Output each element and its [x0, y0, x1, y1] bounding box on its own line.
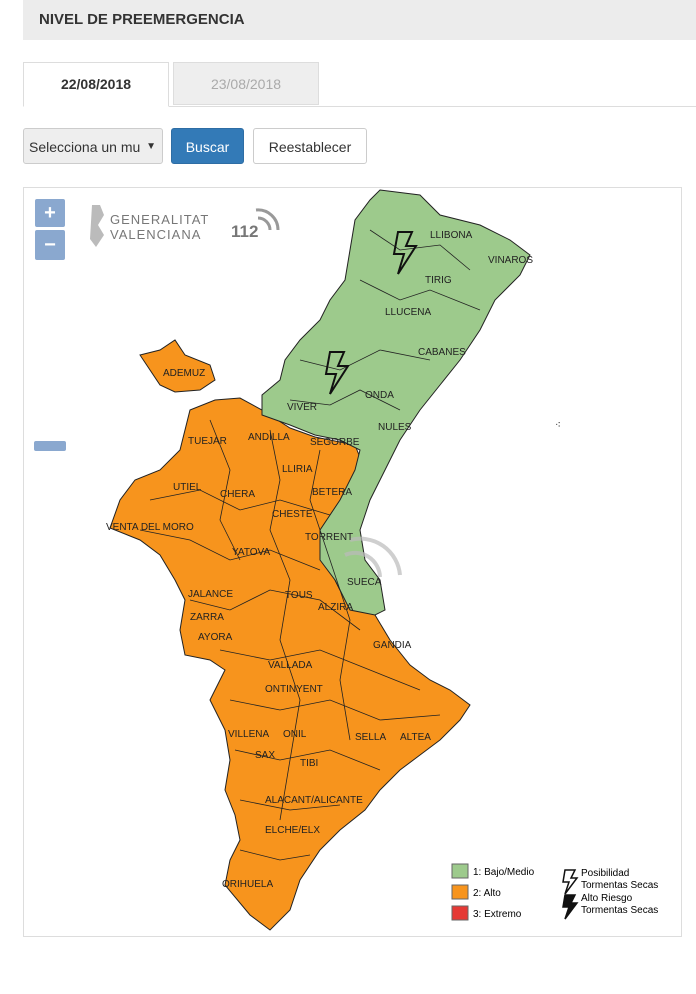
- place-label: NULES: [378, 422, 412, 433]
- legend-label: Alto Riesgo: [581, 893, 633, 904]
- legend-label: Tormentas Secas: [581, 905, 658, 916]
- legend-swatch: [451, 905, 469, 921]
- place-label: TUEJAR: [188, 436, 227, 447]
- place-label: UTIEL: [173, 482, 202, 493]
- tab[interactable]: 23/08/2018: [173, 62, 319, 105]
- place-label: VALLADA: [268, 660, 313, 671]
- logo-text: GENERALITAT: [110, 212, 209, 227]
- region-bajo-medio: [261, 189, 531, 616]
- municipality-select[interactable]: Selecciona un mu ▼: [23, 128, 163, 164]
- map: + − GENERALITAT VALENCIANA 112 LLIBONA V…: [23, 187, 682, 937]
- legend-label: Posibilidad: [581, 868, 629, 879]
- place-label: ALACANT/ALICANTE: [265, 795, 363, 806]
- place-label: TIRIG: [425, 275, 452, 286]
- place-label: SAX: [255, 750, 275, 761]
- place-label: CABANES: [418, 347, 466, 358]
- place-label: ORIHUELA: [222, 879, 273, 890]
- place-label: ELCHE/ELX: [265, 825, 320, 836]
- place-label: ALTEA: [400, 732, 431, 743]
- place-label: CHERA: [220, 489, 255, 500]
- search-button[interactable]: Buscar: [171, 128, 244, 164]
- place-label: CHESTE: [272, 509, 313, 520]
- map-canvas: + − GENERALITAT VALENCIANA 112 LLIBONA V…: [34, 189, 658, 931]
- place-label: ANDILLA: [248, 432, 290, 443]
- storm-icon: [324, 351, 350, 395]
- logo-waves: [255, 208, 280, 231]
- tabs: 22/08/2018 23/08/2018: [23, 62, 696, 107]
- place-label: ZARRA: [190, 612, 224, 623]
- place-label: LLUCENA: [385, 307, 431, 318]
- place-label: SEGORBE: [310, 437, 360, 448]
- legend-storm-icon: [562, 869, 579, 895]
- place-label: LLIBONA: [430, 230, 473, 241]
- place-label: BETERA: [312, 487, 352, 498]
- watermark: [344, 536, 402, 578]
- storm-icon: [392, 231, 418, 275]
- logo-phone: 112: [231, 222, 258, 241]
- place-label: ONIL: [283, 729, 307, 740]
- place-label: VIVER: [287, 402, 317, 413]
- place-label: VINAROS: [488, 255, 533, 266]
- place-label: JALANCE: [188, 589, 233, 600]
- legend-label: 1: Bajo/Medio: [473, 867, 535, 878]
- place-label: YATOVA: [232, 547, 270, 558]
- place-label: ADEMUZ: [163, 368, 205, 379]
- zoom-slider[interactable]: [34, 441, 66, 451]
- tab[interactable]: 22/08/2018: [23, 62, 169, 107]
- islands: ⁖: [555, 420, 561, 431]
- municipal-borders: [139, 229, 481, 861]
- place-label: ALZIRA: [318, 602, 353, 613]
- legend-swatch: [451, 884, 469, 900]
- zoom-out[interactable]: [35, 230, 65, 260]
- select-text: Selecciona un mu: [29, 139, 141, 155]
- reset-button[interactable]: Reestablecer: [253, 128, 367, 164]
- place-label: ONTINYENT: [265, 684, 323, 695]
- header-title: NIVEL DE PREEMERGENCIA: [39, 11, 245, 28]
- place-labels: LLIBONA VINAROS TIRIG LLUCENA CABANES ON…: [106, 230, 533, 890]
- logo-icon: [90, 205, 104, 247]
- place-label: SUECA: [347, 577, 382, 588]
- place-label: AYORA: [198, 632, 233, 643]
- place-label: TOUS: [285, 590, 313, 601]
- place-label: LLIRIA: [282, 464, 313, 475]
- place-label: TIBI: [300, 758, 318, 769]
- place-label: GANDIA: [373, 640, 412, 651]
- zoom-in[interactable]: [35, 199, 65, 227]
- legend-label: 3: Extremo: [473, 909, 522, 920]
- legend-label: 2: Alto: [473, 888, 501, 899]
- zoom-out-label: −: [44, 234, 56, 256]
- header: NIVEL DE PREEMERGENCIA: [23, 0, 696, 40]
- place-label: VENTA DEL MORO: [106, 522, 194, 533]
- place-label: SELLA: [355, 732, 386, 743]
- region-alto: [109, 339, 471, 931]
- place-label: TORRENT: [305, 532, 353, 543]
- place-label: VILLENA: [228, 729, 269, 740]
- legend-swatch: [451, 863, 469, 879]
- place-label: ONDA: [365, 390, 394, 401]
- legend-label: Tormentas Secas: [581, 880, 658, 891]
- legend-storm-icon: [562, 894, 579, 920]
- logo-text: VALENCIANA: [110, 227, 201, 242]
- zoom-in-label: +: [44, 202, 56, 224]
